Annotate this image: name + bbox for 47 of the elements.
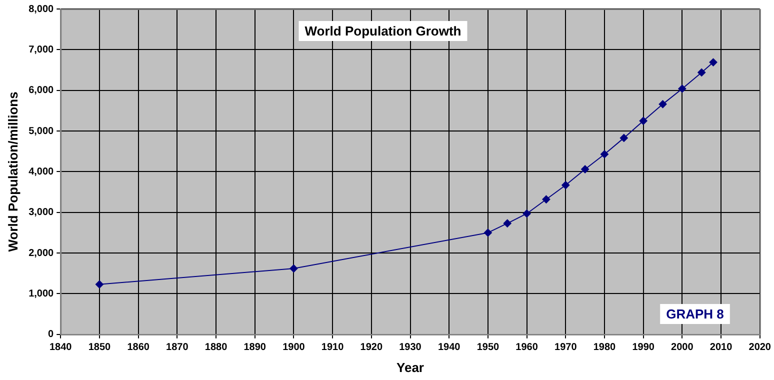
x-tick-label: 2000 <box>671 342 694 354</box>
x-tick-label: 1900 <box>282 342 306 354</box>
x-tick-label: 1870 <box>166 342 189 354</box>
x-tick-label: 1880 <box>204 342 228 354</box>
y-tick-label: 6,000 <box>28 85 54 96</box>
point <box>503 219 512 228</box>
x-tick-label: 1890 <box>244 342 266 354</box>
point <box>581 165 590 174</box>
point <box>600 150 608 158</box>
point <box>542 195 550 204</box>
y-tick-label: 7,000 <box>28 44 54 56</box>
point <box>95 280 104 288</box>
point <box>658 100 667 108</box>
text: World Population Growth <box>304 24 462 39</box>
y-tick-label: 5,000 <box>28 126 54 137</box>
y-tick-label: 8,000 <box>28 4 54 15</box>
x-tick-label: 1850 <box>88 342 112 354</box>
y-tick-label: 2,000 <box>28 248 54 259</box>
annotation: GRAPH 8 <box>666 306 724 322</box>
point <box>698 68 706 76</box>
point <box>709 58 718 66</box>
point <box>620 134 628 142</box>
y-axis-title: World Population/millions <box>5 92 20 252</box>
x-tick-label: 2010 <box>710 342 733 354</box>
point <box>678 84 686 93</box>
x-tick-label: 1910 <box>321 342 344 354</box>
y-tick-label: 4,000 <box>28 166 54 178</box>
point <box>522 210 531 218</box>
x-tick-label: 1980 <box>593 342 616 354</box>
x-tick-label: 1860 <box>127 342 150 354</box>
x-tick-label: 1960 <box>516 342 538 354</box>
x-tick-label: 1940 <box>438 342 461 354</box>
x-tick-label: 1970 <box>554 342 578 354</box>
y-tick-label: 3,000 <box>28 207 54 218</box>
y-tick-label: 0 <box>48 329 54 340</box>
x-tick-label: 1920 <box>360 342 383 354</box>
x-axis-title: Year <box>396 360 424 375</box>
point <box>639 116 648 125</box>
x-tick-label: 1840 <box>50 342 72 354</box>
x-tick-label: 2020 <box>748 342 772 354</box>
point <box>562 181 570 190</box>
x-tick-label: 1930 <box>399 342 422 354</box>
y-tick-label: 1,000 <box>28 288 54 300</box>
x-tick-label: 1990 <box>632 342 655 354</box>
point <box>290 264 298 273</box>
point <box>484 228 492 237</box>
x-tick-label: 1950 <box>476 342 500 354</box>
